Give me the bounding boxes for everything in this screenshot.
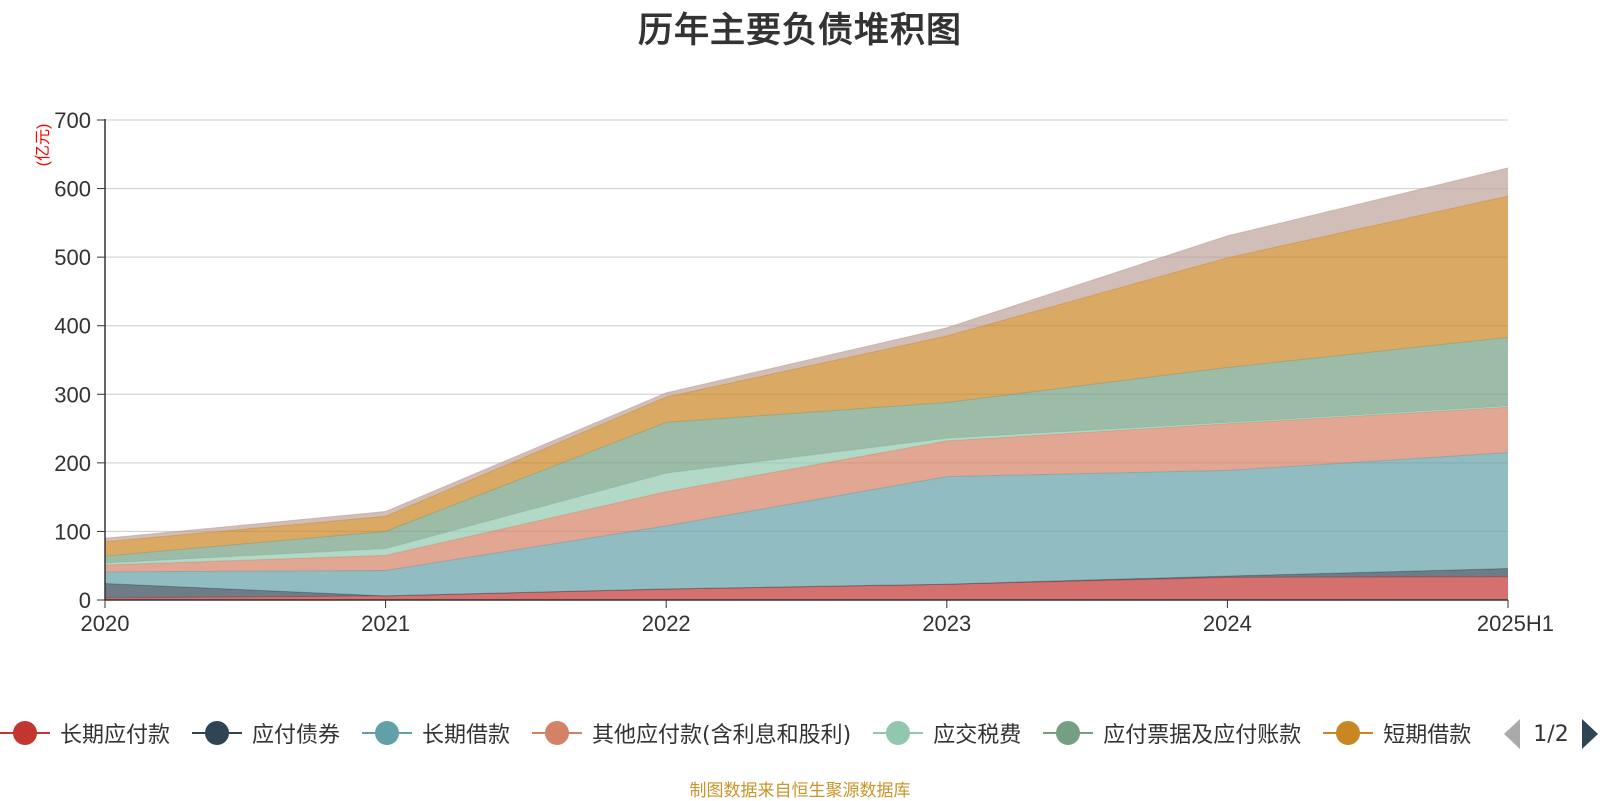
legend-marker-icon	[362, 720, 413, 746]
legend-marker-icon	[192, 720, 243, 746]
y-tick-label: 700	[54, 108, 91, 133]
y-tick-label: 300	[54, 382, 91, 407]
legend-items: 长期应付款 应付债券 长期借款 其他应付款(含利息和股利) 应交税费 应付票据及应付账款 短…	[0, 708, 1480, 758]
x-tick-label: 2024	[1203, 611, 1252, 636]
legend-marker-icon	[873, 720, 924, 746]
legend-item[interactable]: 应交税费	[873, 708, 1021, 758]
area-series-6[interactable]	[105, 196, 1508, 557]
legend-item[interactable]: 应付债券	[192, 708, 340, 758]
x-tick-label: 2021	[361, 611, 410, 636]
legend-item[interactable]: 长期应付款	[0, 708, 170, 758]
y-tick-label: 0	[79, 588, 91, 613]
area-series-3[interactable]	[105, 407, 1508, 572]
area-series-7[interactable]	[105, 168, 1508, 542]
y-tick-label: 100	[54, 519, 91, 544]
legend-item[interactable]: 其他应付款(含利息和股利)	[532, 708, 851, 758]
legend-item[interactable]: 长期借款	[362, 708, 510, 758]
y-tick-label: 200	[54, 451, 91, 476]
data-source-note: 制图数据来自恒生聚源数据库	[689, 781, 911, 801]
area-series-1[interactable]	[105, 568, 1508, 598]
area-series	[104, 167, 1509, 600]
area-series-edge-7	[104, 167, 1509, 539]
x-tick-label: 2023	[922, 611, 971, 636]
legend-label: 长期应付款	[60, 723, 171, 748]
legend-next-page-icon[interactable]	[1582, 719, 1598, 749]
legend-pager: 1/2	[1482, 718, 1600, 750]
y-tick-label: 600	[54, 177, 91, 202]
x-tick-label: 2022	[642, 611, 691, 636]
y-axis-unit-label: (亿元)	[34, 124, 52, 167]
legend-label: 其他应付款(含利息和股利)	[592, 723, 852, 748]
x-tick-label: 2025H1	[1477, 611, 1554, 636]
y-tick-label: 400	[54, 314, 91, 339]
legend-marker-icon	[1043, 720, 1094, 746]
legend-item[interactable]: 短期借款	[1323, 708, 1471, 758]
legend-label: 应付债券	[252, 723, 341, 748]
legend-prev-page-icon[interactable]	[1504, 719, 1520, 749]
legend: 长期应付款 应付债券 长期借款 其他应付款(含利息和股利) 应交税费 应付票据及应付账款 短…	[0, 708, 1600, 758]
axes: 0 100 200 300 400 500 600 700 2020 2021 2022 2023 20…	[54, 108, 1554, 636]
y-tick-label: 500	[54, 245, 91, 270]
legend-marker-icon	[532, 720, 583, 746]
legend-label: 长期借款	[422, 723, 511, 748]
legend-label: 应交税费	[933, 723, 1022, 748]
area-series-2[interactable]	[105, 452, 1508, 596]
legend-item[interactable]: 应付票据及应付账款	[1043, 708, 1301, 758]
area-series-0[interactable]	[105, 576, 1508, 600]
legend-label: 短期借款	[1383, 723, 1472, 748]
legend-marker-icon	[0, 720, 50, 746]
legend-label: 应付票据及应付账款	[1103, 723, 1302, 748]
legend-page-indicator: 1/2	[1533, 721, 1569, 747]
chart-title: 历年主要负债堆积图	[637, 11, 962, 51]
legend-marker-icon	[1323, 720, 1374, 746]
x-tick-label: 2020	[81, 611, 130, 636]
area-series-5[interactable]	[105, 337, 1508, 563]
